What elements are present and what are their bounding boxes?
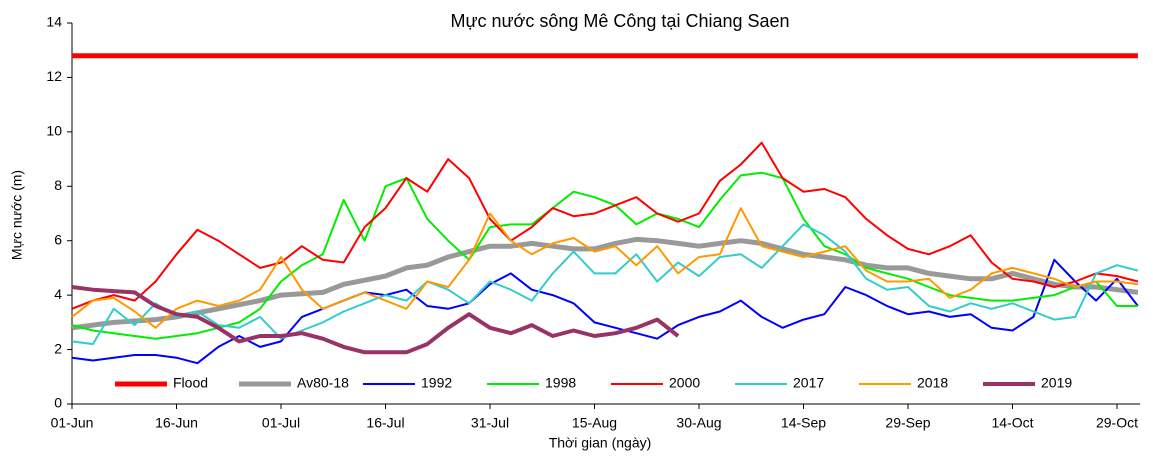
y-tick-label: 0	[54, 395, 62, 411]
x-tick-label: 29-Sep	[885, 415, 930, 431]
legend-label: 2019	[1041, 375, 1072, 391]
legend-label: 2018	[917, 375, 948, 391]
x-tick-label: 01-Jun	[51, 415, 94, 431]
y-tick-label: 2	[54, 340, 62, 356]
y-tick-label: 10	[46, 123, 62, 139]
legend-label: 1992	[421, 375, 452, 391]
series-line	[71, 141, 1139, 310]
legend-label: 1998	[545, 375, 576, 391]
y-tick-label: 12	[46, 68, 62, 84]
y-tick-label: 6	[54, 231, 62, 247]
legend-label: 2017	[793, 375, 824, 391]
x-tick-label: 14-Sep	[781, 415, 826, 431]
legend-label: 2000	[669, 375, 700, 391]
x-tick-label: 30-Aug	[676, 415, 721, 431]
x-tick-label: 29-Oct	[1096, 415, 1138, 431]
x-tick-label: 14-Oct	[991, 415, 1033, 431]
y-axis-label: Mực nước (m)	[9, 170, 25, 260]
y-tick-label: 8	[54, 177, 62, 193]
x-tick-label: 31-Jul	[471, 415, 509, 431]
x-tick-label: 01-Jul	[262, 415, 300, 431]
legend-label: Flood	[173, 375, 208, 391]
x-axis-label: Thời gian (ngày)	[549, 435, 652, 451]
series-line	[71, 223, 1139, 346]
x-tick-label: 16-Jun	[155, 415, 198, 431]
series-line	[71, 285, 680, 355]
series-line	[71, 207, 1139, 329]
legend-label: Av80-18	[297, 375, 349, 391]
series-line	[71, 171, 1138, 340]
y-tick-label: 14	[46, 14, 62, 30]
series-line	[71, 258, 1139, 365]
chart-title: Mực nước sông Mê Công tại Chiang Saen	[450, 11, 789, 31]
x-tick-label: 16-Jul	[366, 415, 404, 431]
x-tick-label: 15-Aug	[572, 415, 617, 431]
series-line	[71, 236, 1139, 331]
y-tick-label: 4	[54, 286, 62, 302]
